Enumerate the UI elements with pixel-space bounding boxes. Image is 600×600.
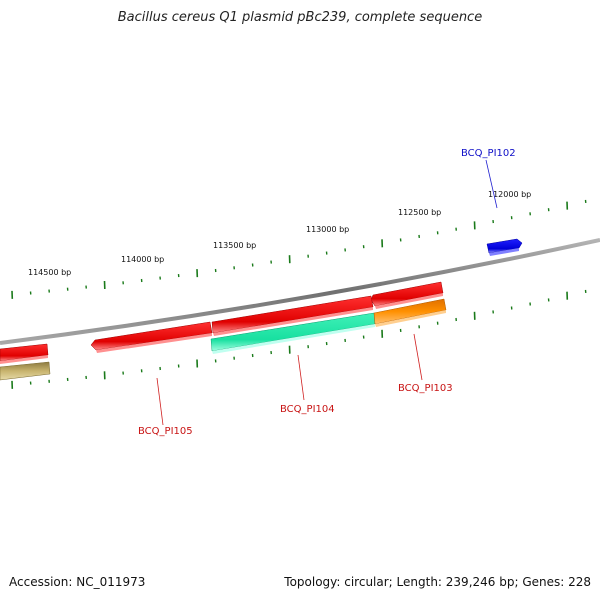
plasmid-backbone [0,238,600,345]
leader-bcq-pi103 [413,333,423,381]
ruler-label-112000: 112000 bp [488,190,531,199]
accession-text: Accession: NC_011973 [9,575,146,589]
ruler-label-114500: 114500 bp [28,268,71,277]
outer-tick-ruler [11,199,587,299]
feature-khaki-left[interactable] [0,361,51,381]
gene-bcq-pi105[interactable] [90,321,213,353]
feature-red-middle[interactable] [211,295,374,336]
gene-label-bcq-pi102[interactable]: BCQ_PI102 [461,148,516,159]
page-title: Bacillus cereus Q1 plasmid pBc239, compl… [117,10,483,25]
ruler-label-114000: 114000 bp [121,255,164,264]
ruler-label-112500: 112500 bp [398,208,441,217]
gene-label-bcq-pi104[interactable]: BCQ_PI104 [280,404,335,415]
ruler-label-113000: 113000 bp [306,225,349,234]
leader-bcq-pi104 [297,354,305,401]
gene-label-bcq-pi105[interactable]: BCQ_PI105 [138,426,193,437]
gene-bcq-pi103[interactable] [373,298,447,327]
feature-red-left[interactable] [0,343,49,364]
gene-bcq-pi102[interactable] [486,238,523,256]
gene-label-bcq-pi103[interactable]: BCQ_PI103 [398,383,453,394]
ruler-label-113500: 113500 bp [213,241,256,250]
leader-bcq-pi102 [485,159,498,209]
inner-tick-ruler [11,289,587,389]
leader-bcq-pi105 [156,377,164,426]
topology-summary: Topology: circular; Length: 239,246 bp; … [284,575,591,589]
